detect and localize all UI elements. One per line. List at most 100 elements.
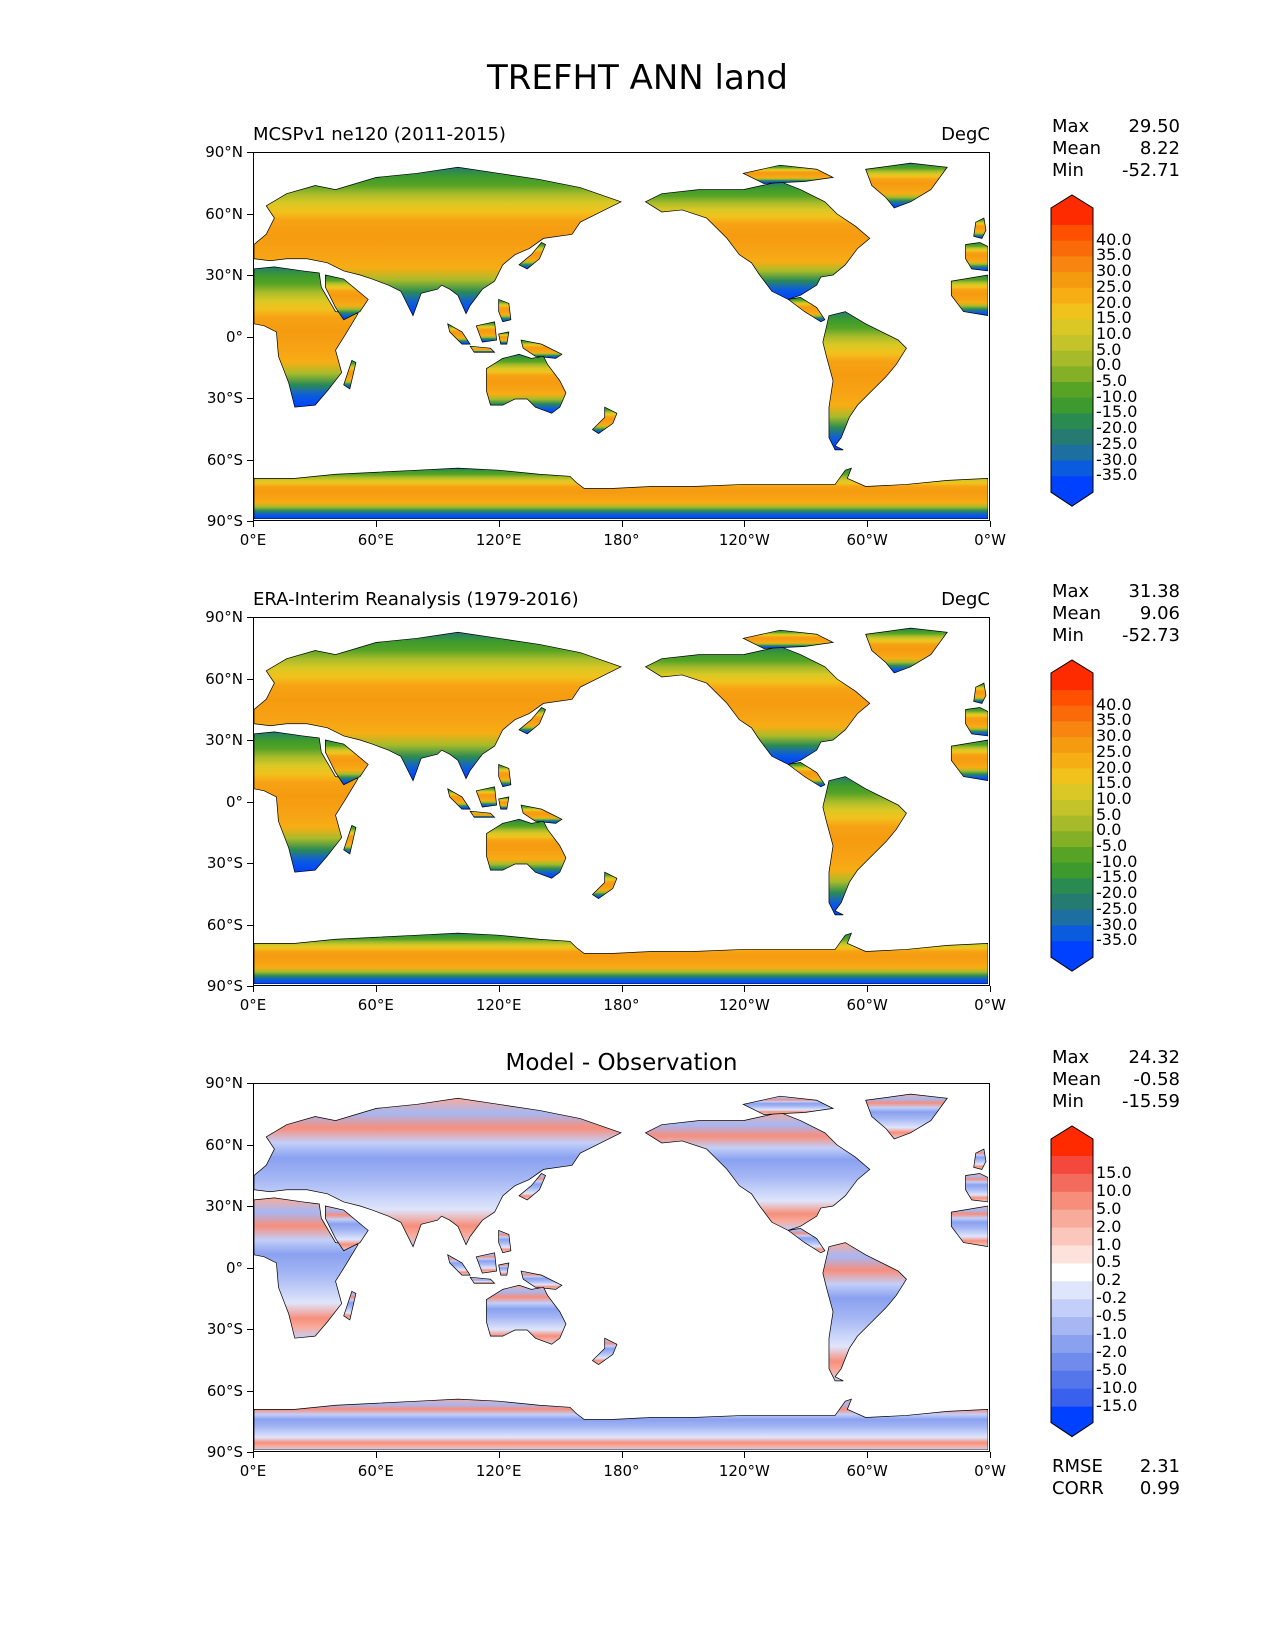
- lon-tick-mark: [498, 1452, 500, 1458]
- colorbar-tick-label: -10.0: [1096, 851, 1138, 871]
- panel-units: DegC: [941, 589, 990, 610]
- colorbar-tick-label: -30.0: [1096, 449, 1138, 469]
- lon-tick-mark: [744, 1452, 746, 1458]
- lat-tick-label: 30°S: [206, 1320, 243, 1338]
- stat-label: Max: [1052, 116, 1090, 137]
- stat-row: Min -52.73: [1052, 625, 1180, 647]
- colorbar-tick-label: -10.0: [1096, 386, 1138, 406]
- lat-tick-mark: [247, 617, 253, 618]
- lon-tick-mark: [990, 521, 991, 527]
- colorbar-tick-label: -15.0: [1096, 402, 1138, 422]
- lon-tick-mark: [990, 986, 991, 992]
- lat-tick-label: 30°N: [205, 1197, 243, 1215]
- colorbar-bin: [1051, 847, 1093, 864]
- colorbar-bin: [1051, 1245, 1093, 1264]
- colorbar-tick-label: -35.0: [1096, 465, 1138, 485]
- stat-value: 8.22: [1139, 138, 1180, 159]
- colorbar-bin: [1051, 397, 1093, 414]
- colorbar-bin: [1051, 1209, 1093, 1229]
- colorbar-max-extend: [1051, 660, 1093, 690]
- lon-tick-label: 0°W: [974, 1462, 1006, 1480]
- colorbar-bin: [1051, 925, 1093, 942]
- colorbar-tick-label: 0.0: [1096, 355, 1122, 375]
- stat-row: Max 24.32: [1052, 1047, 1180, 1069]
- colorbar-tick-label: 5.0: [1096, 804, 1122, 824]
- colorbar-tick-label: -20.0: [1096, 418, 1138, 438]
- colorbar-tick-label: 30.0: [1096, 726, 1132, 746]
- colorbar-tick-label: -0.2: [1096, 1288, 1128, 1308]
- colorbar-tick-label: 35.0: [1096, 245, 1132, 265]
- lon-tick-label: 60°E: [357, 996, 394, 1014]
- lat-tick-label: 90°S: [206, 512, 243, 530]
- stat-label: Min: [1052, 1091, 1084, 1112]
- colorbar-tick-label: 0.5: [1096, 1252, 1122, 1272]
- lat-tick-mark: [247, 863, 253, 864]
- lon-tick-label: 0°E: [239, 996, 267, 1014]
- colorbar-bin: [1051, 862, 1093, 879]
- colorbar-tick-label: 15.0: [1096, 773, 1132, 793]
- lat-tick-label: 90°S: [206, 977, 243, 995]
- lat-tick-mark: [247, 152, 253, 153]
- stat-value: 0.99: [1139, 1477, 1180, 1499]
- colorbar-tick-label: -35.0: [1096, 930, 1138, 950]
- stat-label: CORR: [1052, 1477, 1104, 1499]
- colorbar-tick-label: -15.0: [1096, 1395, 1138, 1415]
- colorbar-bin: [1051, 1335, 1093, 1354]
- lat-tick-mark: [247, 275, 253, 276]
- stat-value: 31.38: [1128, 581, 1180, 602]
- colorbar-tick-label: -5.0: [1096, 371, 1128, 390]
- lat-tick-label: 60°S: [206, 1381, 243, 1400]
- colorbar-bin: [1051, 721, 1093, 738]
- lon-tick-label: 180°: [603, 531, 640, 549]
- lon-tick-mark: [744, 521, 746, 527]
- stat-label: Max: [1052, 581, 1090, 602]
- stat-label: Mean: [1052, 1069, 1102, 1090]
- lat-tick-mark: [247, 521, 253, 522]
- colorbar-bin: [1051, 894, 1093, 911]
- panel-title: Model - Observation: [505, 1050, 738, 1076]
- colorbar-bin: [1051, 225, 1093, 242]
- map-plot: [254, 627, 988, 984]
- map-plot: [254, 1093, 988, 1450]
- colorbar-tick-label: 40.0: [1096, 229, 1132, 249]
- colorbar-max-extend: [1051, 1126, 1093, 1156]
- lat-tick-mark: [247, 924, 253, 926]
- lat-tick-label: 90°N: [205, 143, 243, 161]
- panel-title: MCSPv1 ne120 (2011-2015): [253, 124, 506, 145]
- colorbar-bin: [1051, 1370, 1093, 1390]
- world-land-icon: [254, 1093, 988, 1450]
- lon-tick-label: 60°W: [846, 996, 888, 1014]
- lat-tick-label: 90°N: [205, 1074, 243, 1092]
- lat-tick-label: 60°N: [205, 669, 243, 688]
- lon-tick-mark: [990, 1452, 991, 1458]
- lon-tick-label: 0°W: [974, 996, 1006, 1014]
- lon-tick-mark: [621, 1452, 623, 1458]
- colorbar-tick-label: 10.0: [1096, 323, 1132, 343]
- stat-row: Max 31.38: [1052, 581, 1180, 603]
- lon-tick-label: 0°W: [974, 531, 1006, 549]
- stat-row: Mean 9.06: [1052, 603, 1180, 625]
- colorbar-tick-label: 0.2: [1096, 1270, 1122, 1290]
- lat-tick-label: 60°S: [206, 915, 243, 934]
- colorbar-tick-label: 35.0: [1096, 710, 1132, 730]
- colorbar-tick-label: -30.0: [1096, 914, 1138, 934]
- colorbar-tick-label: -0.5: [1096, 1306, 1128, 1326]
- world-land-icon: [254, 162, 988, 519]
- lat-tick-mark: [247, 801, 253, 803]
- colorbar-bin: [1051, 737, 1093, 754]
- stat-value: 2.31: [1139, 1455, 1180, 1477]
- lon-tick-mark: [867, 986, 869, 992]
- colorbar-bin: [1051, 1317, 1093, 1336]
- lon-tick-label: 120°E: [475, 996, 522, 1014]
- colorbar-tick-label: 10.0: [1096, 788, 1132, 808]
- lat-tick-label: 0°: [225, 327, 243, 346]
- lat-tick-mark: [247, 740, 253, 741]
- lon-tick-mark: [253, 1452, 254, 1458]
- colorbar-bin: [1051, 752, 1093, 769]
- world-land-icon: [254, 627, 988, 984]
- colorbar-bin: [1051, 831, 1093, 848]
- lon-tick-mark: [375, 1452, 377, 1458]
- stat-label: RMSE: [1052, 1455, 1103, 1477]
- lon-tick-mark: [744, 986, 746, 992]
- colorbar-tick-label: -15.0: [1096, 867, 1138, 887]
